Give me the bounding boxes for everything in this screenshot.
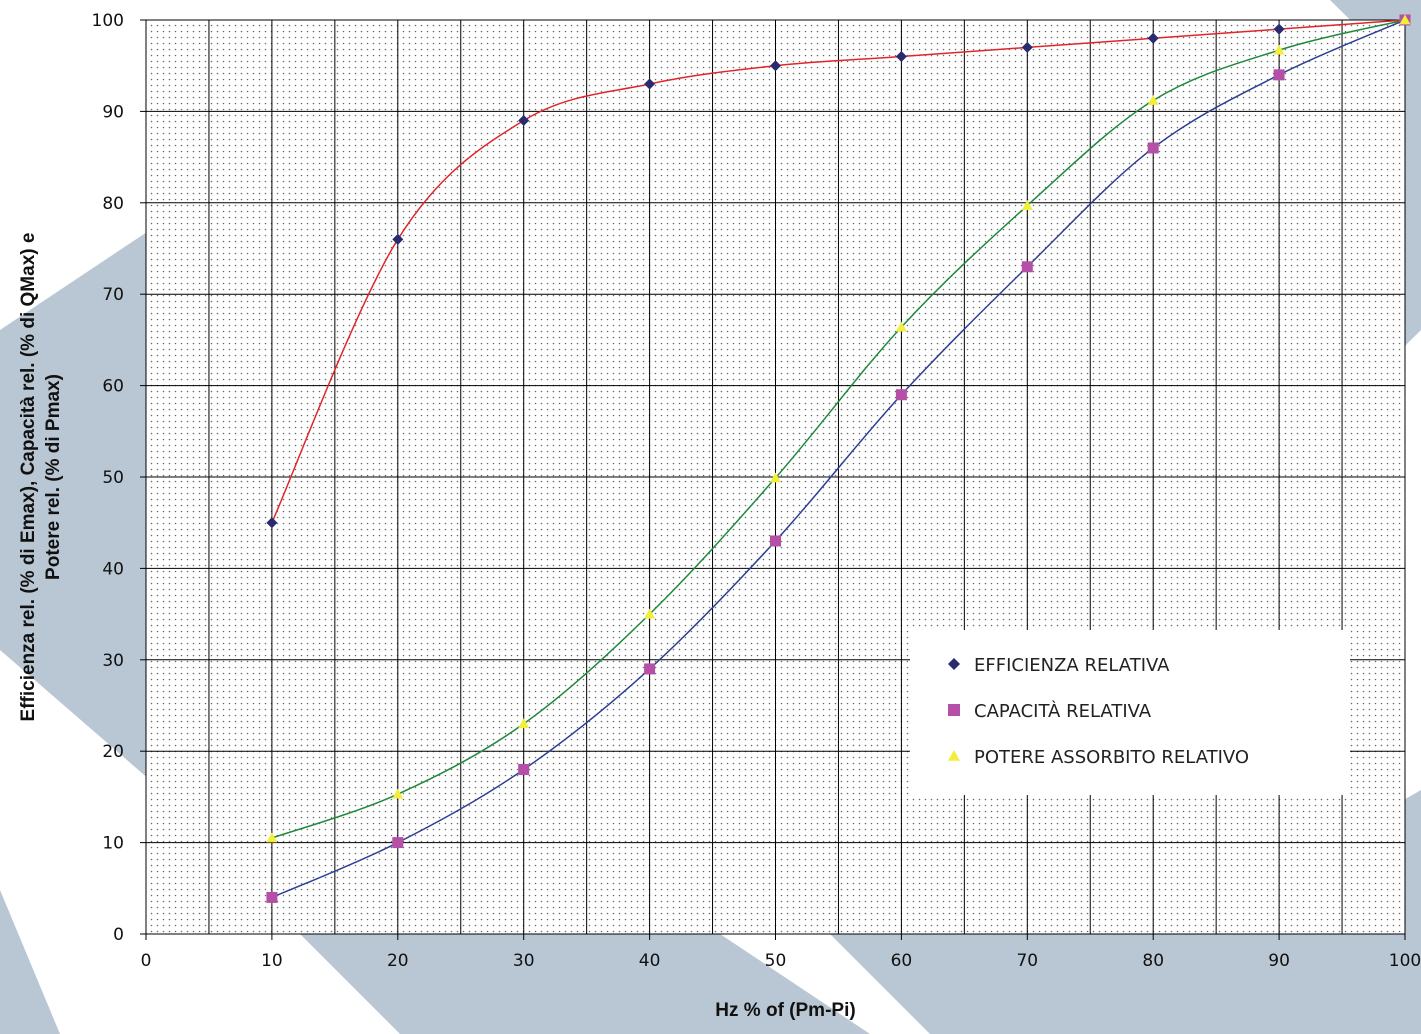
series-curve-2 — [271, 19, 1406, 899]
series-1-point — [518, 115, 530, 127]
x-tick-label: 10 — [261, 951, 283, 971]
series-3-point — [518, 718, 530, 729]
x-tick-label: 100 — [1389, 951, 1421, 971]
background-stripe — [300, 934, 870, 1034]
x-tick-label: 50 — [765, 951, 787, 971]
series-1-point — [1273, 23, 1285, 35]
series-2-point — [1021, 261, 1033, 273]
series-2-point — [1273, 69, 1285, 81]
series-1-point — [266, 517, 278, 529]
series-3-point — [1147, 94, 1159, 105]
y-tick-label: 30 — [102, 651, 124, 671]
series-curve-1 — [271, 19, 1406, 524]
legend-box — [910, 630, 1350, 795]
series-1-point — [644, 78, 656, 90]
legend-marker-3 — [948, 750, 960, 761]
series-2-point — [770, 535, 781, 547]
series-3-point — [770, 472, 781, 483]
series-2-point — [895, 389, 907, 401]
y-tick-label: 90 — [102, 102, 124, 122]
series-1-point — [1021, 41, 1033, 53]
x-tick-label: 90 — [1268, 951, 1290, 971]
series-3-point — [1021, 200, 1033, 210]
y-tick-label: 0 — [113, 925, 124, 945]
y-axis-title-line-1: Efficienza rel. (% di Emax), Capacità re… — [18, 233, 39, 722]
legend-label-3: POTERE ASSORBITO RELATIVO — [974, 747, 1249, 768]
y-tick-label: 10 — [102, 834, 124, 854]
y-tick-label: 20 — [102, 742, 124, 762]
y-axis-title-line-2: Potere rel. (% di Pmax) — [43, 374, 64, 580]
x-tick-label: 0 — [141, 951, 152, 971]
series-3-point — [895, 321, 907, 332]
y-tick-label: 80 — [102, 194, 124, 214]
series-2-point — [392, 837, 404, 849]
y-axis-title: Efficienza rel. (% di Emax), Capacità re… — [18, 233, 64, 722]
x-tick-label: 20 — [387, 951, 409, 971]
legend-label-1: EFFICIENZA RELATIVA — [974, 655, 1170, 676]
y-tick-label: 70 — [102, 285, 124, 305]
legend-marker-2 — [948, 704, 960, 716]
y-tick-label: 100 — [92, 11, 124, 31]
data-markers — [266, 14, 1411, 903]
series-3-point — [644, 608, 656, 619]
series-2-point — [266, 891, 278, 903]
y-axis-ticks: 0 10 20 30 40 50 60 70 80 90 100 — [92, 11, 146, 945]
x-tick-label: 30 — [513, 951, 535, 971]
series-3-point — [1399, 14, 1411, 25]
x-axis-ticks: 0 10 20 30 40 50 60 70 80 90 100 — [141, 934, 1421, 971]
x-tick-label: 40 — [639, 951, 661, 971]
background-stripe — [0, 890, 60, 1034]
series-2-point — [1147, 142, 1159, 154]
series-3-point — [1273, 44, 1285, 55]
series-2-point — [518, 763, 530, 775]
x-tick-label: 70 — [1016, 951, 1038, 971]
y-tick-label: 50 — [102, 468, 124, 488]
x-axis-title: Hz % of (Pm-Pi) — [715, 1000, 855, 1021]
series-curve-3 — [271, 19, 1406, 839]
legend-marker-1 — [948, 658, 960, 670]
background-stripe — [830, 934, 1421, 1034]
y-tick-label: 60 — [102, 377, 124, 397]
y-tick-label: 40 — [102, 559, 124, 579]
fit-curves — [271, 19, 1406, 899]
legend: EFFICIENZA RELATIVA CAPACITÀ RELATIVA POTE… — [910, 630, 1350, 795]
background-stripe — [0, 230, 150, 780]
series-1-point — [895, 51, 907, 63]
series-2-point — [644, 663, 656, 675]
legend-label-2: CAPACITÀ RELATIVA — [974, 700, 1152, 722]
series-3-point — [392, 788, 404, 799]
series-1-point — [1147, 32, 1159, 44]
x-tick-label: 60 — [891, 951, 913, 971]
series-1-point — [770, 60, 781, 72]
series-1-point — [392, 233, 404, 245]
x-tick-label: 80 — [1142, 951, 1164, 971]
series-3-point — [266, 832, 278, 843]
